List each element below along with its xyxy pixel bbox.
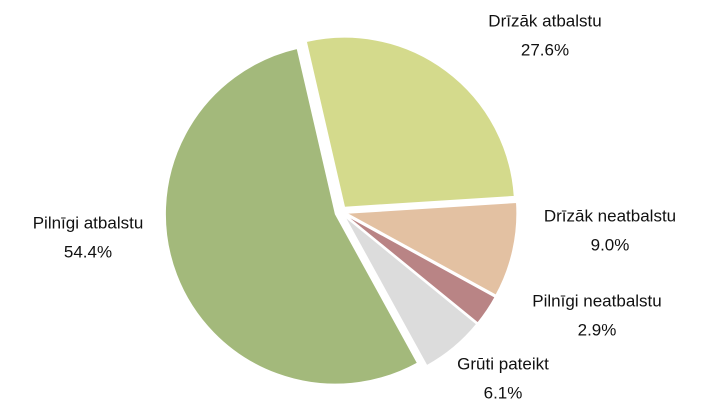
pie-slice	[345, 201, 518, 296]
slice-value: 27.6%	[521, 40, 569, 59]
slice-label: Pilnīgi neatbalstu	[532, 291, 661, 310]
pie-slice	[344, 216, 478, 367]
slice-value: 54.4%	[64, 242, 112, 261]
pie-slice	[164, 47, 419, 385]
slice-label: Grūti pateikt	[457, 354, 549, 373]
slice-label: Drīzāk atbalstu	[488, 11, 601, 30]
slice-value: 2.9%	[578, 320, 617, 339]
slice-label: Pilnīgi atbalstu	[33, 213, 144, 232]
pie-slice	[345, 214, 496, 324]
slice-value: 9.0%	[591, 235, 630, 254]
slice-value: 6.1%	[484, 383, 523, 402]
slice-label: Drīzāk neatbalstu	[544, 206, 676, 225]
pie-slice	[305, 36, 515, 208]
